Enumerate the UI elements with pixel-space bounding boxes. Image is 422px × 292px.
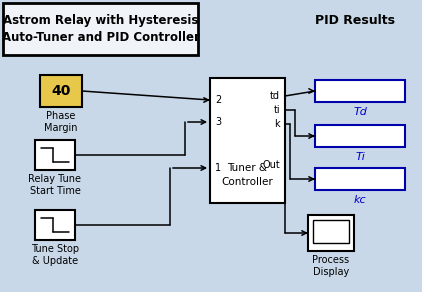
Bar: [3, 3, 198, 55]
Text: kc: kc: [354, 195, 366, 205]
Text: 1: 1: [215, 163, 221, 173]
Bar: [40, 75, 82, 107]
Bar: [315, 125, 405, 147]
Text: Ti: Ti: [355, 152, 365, 162]
Text: ti: ti: [273, 105, 280, 115]
Text: 40: 40: [51, 84, 71, 98]
Text: td: td: [270, 91, 280, 101]
Text: 3: 3: [215, 117, 221, 127]
Text: Out: Out: [262, 160, 280, 170]
Text: 2: 2: [215, 95, 221, 105]
Bar: [315, 168, 405, 190]
Bar: [308, 215, 354, 251]
Text: Td: Td: [353, 107, 367, 117]
Text: PID Results: PID Results: [315, 13, 395, 27]
Text: Phase
Margin: Phase Margin: [44, 111, 78, 133]
Bar: [35, 140, 75, 170]
Bar: [315, 80, 405, 102]
Bar: [210, 78, 285, 203]
Text: Tune Stop
& Update: Tune Stop & Update: [31, 244, 79, 266]
Text: k: k: [274, 119, 280, 129]
Text: Tuner &
Controller: Tuner & Controller: [222, 164, 273, 187]
Bar: [35, 210, 75, 240]
Bar: [313, 220, 349, 243]
Text: Astrom Relay with Hysteresis
Auto-Tuner and PID Controller: Astrom Relay with Hysteresis Auto-Tuner …: [2, 14, 200, 44]
Text: Relay Tune
Start Time: Relay Tune Start Time: [29, 174, 81, 197]
Text: Process
Display: Process Display: [312, 255, 349, 277]
